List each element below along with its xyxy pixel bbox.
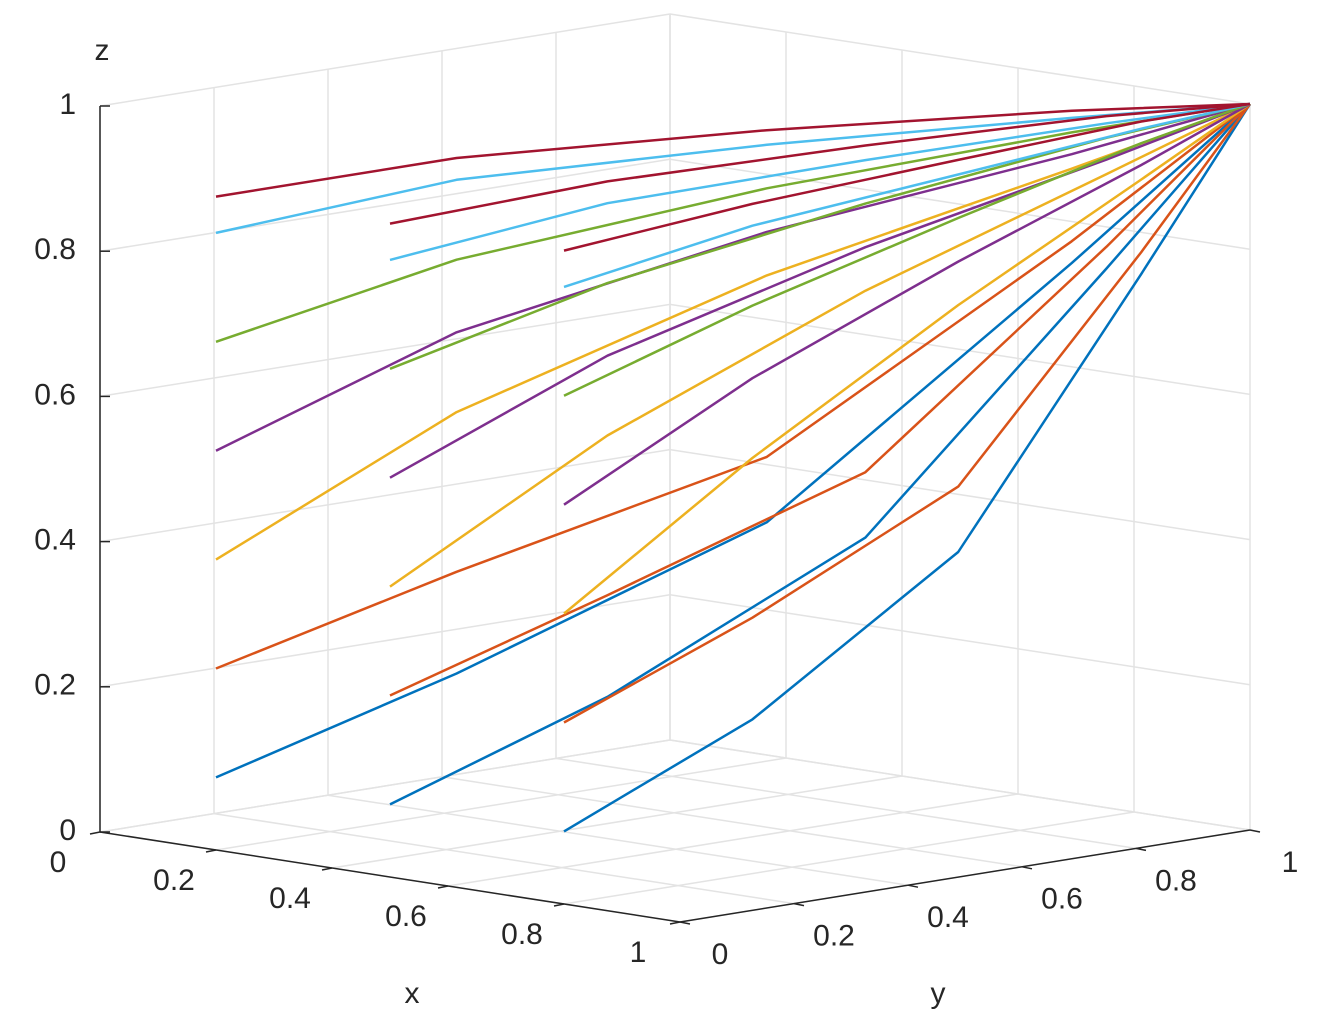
x-tick-label: 0.6 (385, 900, 427, 933)
trajectory (563, 102, 1251, 252)
grid-line (99, 739, 671, 833)
y-tick-label: 0.4 (927, 901, 969, 934)
grid-line (213, 812, 795, 905)
grid-line (99, 303, 671, 398)
x-tick-label: 0 (50, 846, 67, 879)
y-tick (1249, 829, 1261, 833)
z-tick-label: 0.6 (34, 378, 76, 411)
trajectory (563, 102, 1251, 506)
trajectory (563, 103, 1252, 724)
z-tick-label: 0.8 (34, 233, 76, 266)
trajectory (563, 102, 1251, 615)
y-tick-label: 0.6 (1041, 883, 1083, 916)
grid-line (555, 757, 1137, 850)
grid-line (669, 13, 1251, 105)
trajectory (215, 102, 1251, 198)
y-axis (679, 829, 1251, 923)
grid-line (99, 594, 671, 688)
trajectory (563, 102, 1251, 289)
y-tick (679, 921, 691, 925)
grid-line (563, 811, 1135, 905)
z-tick-label: 0.4 (34, 524, 76, 557)
x-tick-label: 0.2 (153, 864, 195, 897)
grid-line (99, 158, 671, 252)
x-tick-label: 0.4 (269, 882, 311, 915)
grid-line (669, 448, 1251, 541)
trajectory (389, 103, 1251, 806)
grid-line (331, 775, 903, 869)
grid-line (215, 757, 787, 851)
trajectory (563, 102, 1251, 397)
y-tick (793, 902, 805, 907)
y-tick (1021, 866, 1033, 870)
x-tick (205, 849, 217, 853)
grid-line (99, 13, 671, 107)
trajectory (215, 102, 1251, 452)
z-tick-label: 0 (59, 814, 76, 847)
trajectory (215, 103, 1251, 779)
x-tick (553, 903, 565, 907)
y-tick (1135, 847, 1147, 852)
z-tick-label: 0.2 (34, 669, 76, 702)
grid-line (669, 739, 1251, 831)
y-tick-label: 0.8 (1155, 864, 1197, 897)
grid-line (99, 448, 671, 543)
grid-line (447, 793, 1019, 887)
trajectory (389, 103, 1251, 697)
trajectory (389, 102, 1251, 262)
y-tick-label: 0 (712, 938, 729, 971)
x-axis-label: x (405, 977, 420, 1010)
trajectory (389, 102, 1251, 225)
trajectory (215, 103, 1251, 670)
x-tick (89, 831, 101, 835)
y-axis-label: y (931, 977, 946, 1010)
x-tick (437, 885, 449, 889)
trajectory (563, 103, 1252, 833)
grid-line (441, 776, 1023, 868)
x-tick (669, 921, 681, 925)
z-axis-label: z (95, 34, 110, 67)
x-tick-label: 0.8 (501, 918, 543, 951)
z-tick-label: 1 (59, 88, 76, 121)
trajectory (389, 102, 1251, 479)
grid-line (669, 594, 1251, 686)
x-tick (321, 867, 333, 871)
y-tick (907, 884, 919, 888)
y-tick-label: 1 (1282, 846, 1299, 879)
y-tick-label: 0.2 (813, 920, 855, 953)
grid-line (327, 794, 909, 886)
x-tick-label: 1 (630, 936, 647, 969)
grid-line (669, 303, 1251, 396)
x-axis (99, 831, 681, 923)
trajectory (389, 102, 1251, 588)
